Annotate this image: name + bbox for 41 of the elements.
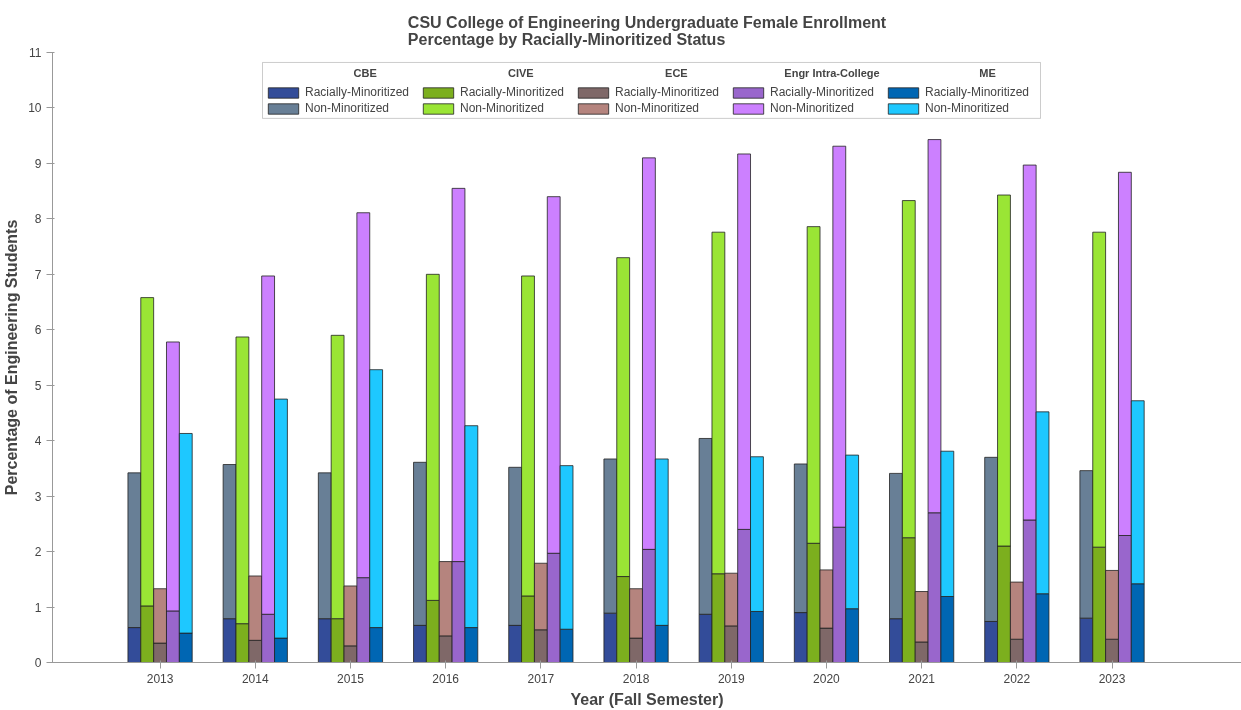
x-tick-label: 2018 <box>622 671 650 686</box>
legend-label: Non-Minoritized <box>925 101 1011 115</box>
legend-label: Racially-Minoritized <box>305 85 411 99</box>
legend-label: Racially-Minoritized <box>925 85 1031 99</box>
x-tick-label: 2022 <box>1003 671 1031 686</box>
x-axis-title: Year (Fall Semester) <box>570 690 724 708</box>
y-tick-label: 11 <box>29 46 42 60</box>
legend-label: Non-Minoritized <box>460 101 546 115</box>
legend-label: Racially-Minoritized <box>460 85 566 99</box>
legend-title: CBE <box>353 67 377 80</box>
y-tick-label: 0 <box>34 656 42 670</box>
x-tick-label: 2016 <box>432 671 460 686</box>
legend-label: Non-Minoritized <box>770 101 856 115</box>
y-tick-label: 9 <box>34 156 42 171</box>
y-tick-label: 1 <box>34 600 42 615</box>
legend-label: Racially-Minoritized <box>615 85 721 99</box>
x-tick-label: 2013 <box>146 671 174 686</box>
y-tick-label: 4 <box>34 434 42 449</box>
legend-label: Racially-Minoritized <box>770 85 876 99</box>
y-axis-title: Percentage of Engineering Students <box>3 219 21 496</box>
legend-label: Non-Minoritized <box>615 101 701 115</box>
legend-title: CIVE <box>507 67 534 80</box>
y-tick-label: 2 <box>34 545 42 560</box>
y-tick-label: 6 <box>34 323 42 338</box>
x-tick-label: 2015 <box>337 671 365 686</box>
y-tick-label: 10 <box>28 101 42 116</box>
x-tick-label: 2017 <box>527 671 555 686</box>
legend-label: Non-Minoritized <box>305 101 391 115</box>
x-tick-label: 2019 <box>717 671 745 686</box>
legend-title: Engr Intra-College <box>784 67 880 80</box>
x-tick-label: 2021 <box>908 671 936 686</box>
x-tick-label: 2020 <box>813 671 841 686</box>
y-tick-label: 8 <box>34 212 42 227</box>
legend-title: ME <box>979 67 996 80</box>
chart-title: CSU College of Engineering Undergraduate Female Enrollment Percentage by Racially-Minoritized Status <box>407 13 887 48</box>
legend-title: ECE <box>665 67 688 80</box>
y-tick-label: 5 <box>34 378 42 393</box>
y-tick-label: 3 <box>34 489 42 504</box>
y-tick-label: 7 <box>34 267 42 282</box>
x-tick-label: 2014 <box>241 671 269 686</box>
x-tick-label: 2023 <box>1098 671 1126 686</box>
